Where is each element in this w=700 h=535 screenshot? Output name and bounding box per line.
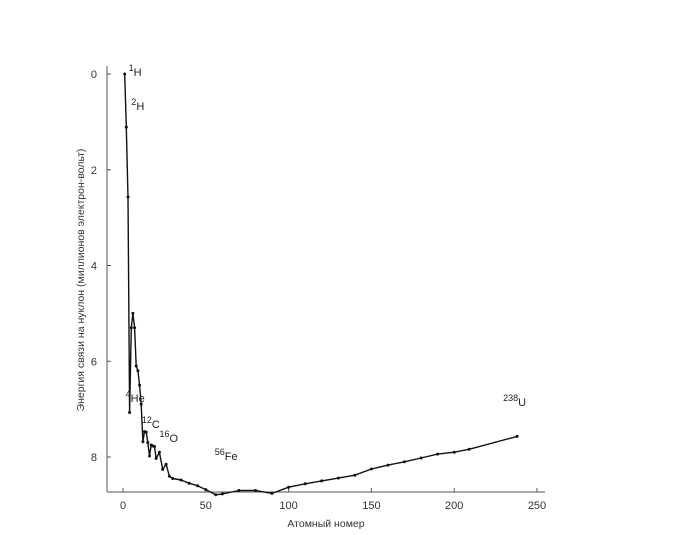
- mass-number: 2: [131, 97, 136, 107]
- nuclide-label-h-1: 1H: [129, 63, 142, 79]
- y-tick-label: 0: [91, 69, 97, 81]
- data-point: [214, 493, 218, 497]
- data-point: [467, 447, 471, 451]
- element-symbol: H: [134, 67, 142, 79]
- data-point: [187, 481, 191, 485]
- data-point: [164, 462, 168, 466]
- data-point: [131, 311, 135, 315]
- x-tick-label: 250: [528, 500, 546, 512]
- y-tick-label: 6: [91, 356, 97, 368]
- data-point: [161, 467, 165, 471]
- y-axis-title: Энергия связи на нуклон (миллионов элект…: [75, 149, 87, 412]
- data-point: [403, 460, 406, 464]
- data-point: [303, 482, 307, 486]
- svg-text:4He: 4He: [126, 389, 145, 405]
- svg-text:1H: 1H: [129, 63, 142, 79]
- nuclide-label-he-4: 4He: [126, 389, 145, 405]
- data-point: [320, 479, 324, 483]
- data-point: [146, 441, 150, 445]
- data-point: [204, 488, 208, 492]
- data-point: [154, 456, 158, 460]
- x-tick-label: 100: [279, 500, 297, 512]
- data-point: [133, 326, 137, 330]
- y-ticks: 0 2 4 6 8: [91, 69, 111, 464]
- data-point: [144, 430, 148, 434]
- element-symbol: O: [170, 433, 179, 445]
- x-tick-label: 200: [445, 500, 463, 512]
- svg-text:56Fe: 56Fe: [215, 447, 238, 463]
- element-symbol: C: [152, 419, 160, 431]
- mass-number: 56: [215, 447, 225, 457]
- data-point: [254, 489, 257, 492]
- series-layer: [123, 72, 519, 497]
- svg-text:238U: 238U: [503, 393, 526, 409]
- data-point: [134, 364, 138, 368]
- x-tick-label: 150: [362, 500, 380, 512]
- data-point: [129, 326, 133, 330]
- data-point: [148, 454, 151, 458]
- mass-number: 16: [159, 429, 169, 439]
- mass-number: 4: [126, 389, 131, 399]
- mass-number: 12: [142, 415, 152, 425]
- svg-text:12C: 12C: [142, 415, 160, 431]
- data-point: [270, 491, 274, 495]
- element-symbol: H: [136, 101, 144, 113]
- data-point: [369, 467, 373, 471]
- data-point: [353, 473, 357, 477]
- element-symbol: He: [131, 393, 145, 405]
- nuclide-label-u-238: 238U: [503, 393, 526, 409]
- svg-text:16O: 16O: [159, 429, 178, 445]
- data-point: [123, 72, 127, 76]
- data-point: [128, 411, 132, 414]
- data-point: [179, 478, 183, 482]
- element-symbol: U: [518, 397, 526, 409]
- element-symbol: Fe: [225, 451, 238, 463]
- nuclide-label-o-16: 16O: [159, 429, 178, 445]
- mass-number: 1: [129, 63, 134, 73]
- data-point: [287, 485, 291, 489]
- x-tick-label: 50: [200, 500, 212, 512]
- y-tick-label: 4: [91, 261, 97, 273]
- x-ticks: 0 50 100 150 200 250: [120, 488, 546, 512]
- data-point: [157, 450, 161, 454]
- data-point: [136, 369, 140, 373]
- data-point: [126, 195, 130, 199]
- data-point: [124, 125, 128, 129]
- x-tick-label: 0: [120, 500, 126, 512]
- data-point: [452, 450, 456, 454]
- data-point: [220, 492, 224, 496]
- data-point: [336, 476, 340, 480]
- nuclide-label-fe-56: 56Fe: [215, 447, 238, 463]
- data-point: [141, 440, 145, 444]
- mass-number: 238: [503, 393, 518, 403]
- data-point: [419, 456, 423, 460]
- data-point: [237, 489, 241, 492]
- data-point: [386, 463, 390, 467]
- data-point: [515, 434, 519, 438]
- nuclide-label-h-2: 2H: [131, 97, 144, 113]
- data-point: [196, 484, 199, 488]
- data-point: [171, 477, 175, 480]
- data-point: [139, 402, 143, 406]
- series-line: [124, 73, 518, 496]
- data-point: [138, 383, 142, 387]
- svg-text:2H: 2H: [131, 97, 144, 113]
- data-point: [153, 445, 156, 448]
- axes: [106, 66, 545, 493]
- y-tick-label: 8: [91, 452, 97, 464]
- x-axis-title: Атомный номер: [287, 518, 364, 530]
- y-tick-label: 2: [91, 165, 97, 177]
- nuclide-label-c-12: 12C: [142, 415, 160, 431]
- data-point: [436, 452, 440, 456]
- data-point: [167, 474, 171, 478]
